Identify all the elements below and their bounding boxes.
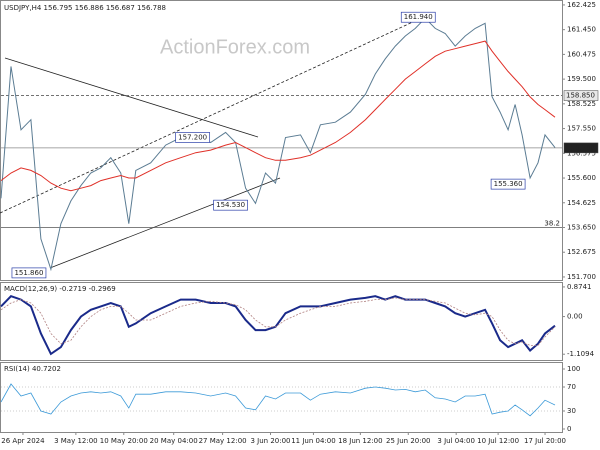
x-tick-label: 27 May 12:00 [199,437,247,445]
y-tick-label: 158.525 [567,100,596,108]
y-tick-label: 151.700 [567,273,596,281]
y-tick-label: 152.675 [567,248,596,256]
annotation-label: 151.860 [14,269,43,277]
annotation-box [11,267,47,279]
level-box [563,90,599,101]
x-tick-label: 18 Jun 12:00 [338,437,382,445]
annotation-box [400,11,436,23]
annotation-box [213,199,248,211]
y-tick-label: 159.500 [567,75,596,83]
y-tick-label: 100 [567,365,580,373]
trend-line [4,57,259,138]
annotation-label: 161.940 [404,13,433,21]
panel-title: MACD(12,26,9) -0.2719 -0.2969 [4,285,116,293]
y-tick-label: 156.575 [567,149,596,157]
channel-line [0,13,431,214]
annotation-box [490,178,526,190]
macd-panel [0,282,563,361]
series-line [0,40,556,192]
fibo-label: 38.2 [544,219,560,227]
x-tick-label: 26 Apr 2024 [1,437,45,445]
watermark: ActionForex.com [160,36,310,58]
annotation-label: 154.530 [216,201,245,209]
x-tick-label: 10 Jul 12:00 [477,437,519,445]
y-tick-label: 157.550 [567,125,596,133]
level-box [563,142,599,154]
level-label: 156.788 [566,144,595,152]
panel-title: RSI(14) 40.7202 [4,365,61,373]
series-line [0,383,556,417]
annotation-label: 155.360 [494,180,523,188]
y-tick-label: 160.475 [567,50,596,58]
rsi-panel [0,362,563,433]
series-line [0,295,556,356]
y-tick-label: 0.8741 [567,283,592,291]
y-tick-label: 0 [567,425,571,433]
y-tick-label: 161.450 [567,26,596,34]
annotation-box [175,132,211,143]
y-tick-label: -1.1094 [567,350,595,358]
x-tick-label: 17 Jul 20:00 [524,437,566,445]
x-tick-label: 3 Jun 20:00 [251,437,291,445]
x-tick-label: 25 Jun 20:00 [386,437,430,445]
price-panel [0,0,563,281]
x-tick-label: 3 Jul 04:00 [437,437,475,445]
x-tick-label: 11 Jun 04:00 [291,437,335,445]
annotation-label: 157.200 [178,133,207,141]
y-tick-label: 0.00 [567,313,583,321]
y-tick-label: 70 [567,383,576,391]
x-tick-label: 20 May 04:00 [150,437,198,445]
series-line [0,17,556,272]
y-tick-label: 153.650 [567,223,596,231]
y-tick-label: 154.625 [567,199,596,207]
y-tick-label: 155.600 [567,174,596,182]
trend-line [49,177,281,269]
x-tick-label: 3 May 12:00 [54,437,98,445]
series-line [0,297,556,346]
y-tick-label: 162.425 [567,1,596,9]
level-label: 158.850 [566,92,595,100]
symbol-info: USDJPY,H4 156.795 156.886 156.687 156.78… [4,4,166,12]
y-tick-label: 30 [567,407,576,415]
x-tick-label: 10 May 20:00 [100,437,148,445]
